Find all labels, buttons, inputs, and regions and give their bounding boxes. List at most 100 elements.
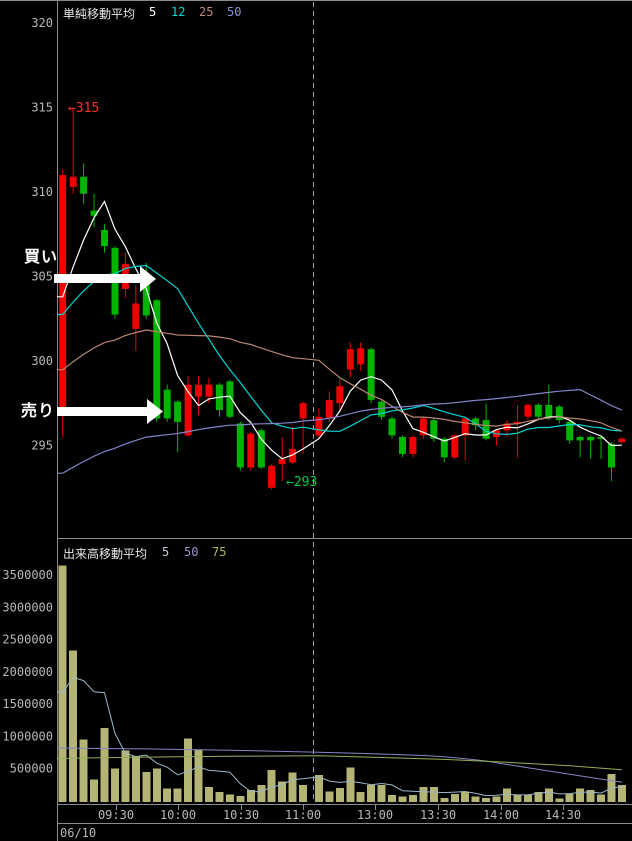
candle-body (608, 443, 615, 468)
svg-text:2500000: 2500000 (2, 633, 53, 647)
svg-text:1500000: 1500000 (2, 697, 53, 711)
volume-bar (58, 565, 67, 802)
candle-body (247, 433, 255, 468)
candle-body (388, 418, 396, 436)
candle-body (482, 420, 490, 439)
volume-bar (450, 793, 459, 802)
volume-bar (299, 784, 308, 802)
volume-bar (555, 798, 564, 802)
svg-text:13:00: 13:00 (357, 808, 393, 822)
volume-bar (408, 795, 417, 802)
sell-arrow-head (147, 399, 163, 424)
candle-body (315, 416, 323, 436)
volume-bar (367, 784, 376, 802)
price-ma-legend-12: 12 (171, 5, 186, 19)
candle-body (90, 210, 98, 216)
volume-bar (100, 728, 109, 802)
volume-bar (131, 755, 140, 802)
volume-bar (523, 795, 532, 802)
volume-bar (267, 770, 276, 802)
axis-labels: 320 315 310 305 300 295 3500000 3000000 2500000 2… (2, 16, 581, 840)
svg-text:320: 320 (31, 16, 53, 30)
candle-body (278, 459, 286, 465)
candle-body (597, 437, 605, 439)
svg-text:14:30: 14:30 (545, 808, 581, 822)
volume-bar (278, 781, 287, 802)
volume-bar (69, 650, 78, 802)
volume-bar (184, 738, 193, 802)
svg-text:1000000: 1000000 (2, 729, 53, 743)
sell-annotation-label: 売り (21, 401, 56, 420)
volume-bar (513, 795, 522, 802)
volume-bar (544, 788, 553, 802)
candle-body (325, 399, 333, 419)
volume-bar (90, 779, 99, 802)
low-price-marker: ←293 (286, 475, 317, 490)
volume-bar (346, 767, 355, 802)
candle-body (80, 176, 88, 194)
price-ma-50-line (57, 388, 623, 474)
volume-bar (215, 792, 224, 802)
candle-body (555, 406, 563, 421)
volume-bar (377, 784, 386, 802)
candle-body (357, 348, 365, 365)
volume-bar (205, 786, 213, 802)
candlesticks (59, 107, 626, 490)
candle-body (587, 437, 595, 441)
price-ma-5-line (57, 200, 622, 460)
svg-text:2000000: 2000000 (2, 665, 53, 679)
svg-text:11:00: 11:00 (285, 808, 321, 822)
candle-body (399, 437, 406, 454)
price-ma-legend-50: 50 (227, 5, 242, 19)
volume-ma-75-line (57, 755, 622, 771)
candle-body (451, 435, 459, 458)
volume-bar (236, 795, 245, 802)
volume-ma-legend-title: 出来高移動平均 (63, 547, 148, 561)
svg-text:500000: 500000 (10, 762, 53, 776)
volume-bar (461, 792, 470, 802)
volume-bar (110, 768, 119, 802)
candle-body (195, 384, 203, 397)
volume-bar (194, 749, 203, 802)
candle-body (472, 418, 480, 426)
candle-body (566, 421, 574, 441)
price-ma-legend-title: 単純移動平均 (63, 7, 136, 21)
volume-bar (576, 788, 585, 802)
svg-text:3500000: 3500000 (2, 568, 53, 582)
volume-bar (288, 772, 297, 802)
svg-text:305: 305 (31, 270, 53, 284)
volume-bar (356, 792, 365, 802)
volume-bar (225, 794, 234, 802)
candle-body (576, 437, 584, 441)
candle-body (534, 404, 542, 417)
volume-bar (173, 788, 182, 802)
candle-body (153, 300, 161, 419)
svg-text:300: 300 (31, 354, 53, 368)
high-price-marker: ←315 (68, 101, 99, 116)
price-ma-25-line (57, 329, 623, 432)
buy-arrow-shaft (54, 274, 140, 283)
svg-text:09:30: 09:30 (98, 808, 134, 822)
candle-body (184, 384, 192, 436)
candle-body (101, 230, 108, 247)
date-label: 06/10 (60, 826, 96, 840)
volume-bar (419, 786, 428, 802)
price-ma-legend-25: 25 (199, 5, 214, 19)
candle-body (142, 281, 150, 316)
candle-body (236, 423, 244, 468)
volume-bar (440, 797, 449, 802)
volume-ma-legend-75: 75 (212, 545, 227, 559)
svg-text:14:00: 14:00 (483, 808, 519, 822)
candle-body (299, 403, 307, 419)
candle-body (163, 389, 171, 419)
candle-body (419, 418, 427, 436)
candle-body (268, 465, 276, 488)
svg-text:10:00: 10:00 (160, 808, 196, 822)
candle-body (461, 418, 469, 436)
candle-body (618, 438, 626, 443)
candle-body (205, 384, 213, 397)
candle-body (289, 448, 297, 463)
candle-body (336, 386, 344, 404)
volume-bar (597, 794, 606, 802)
